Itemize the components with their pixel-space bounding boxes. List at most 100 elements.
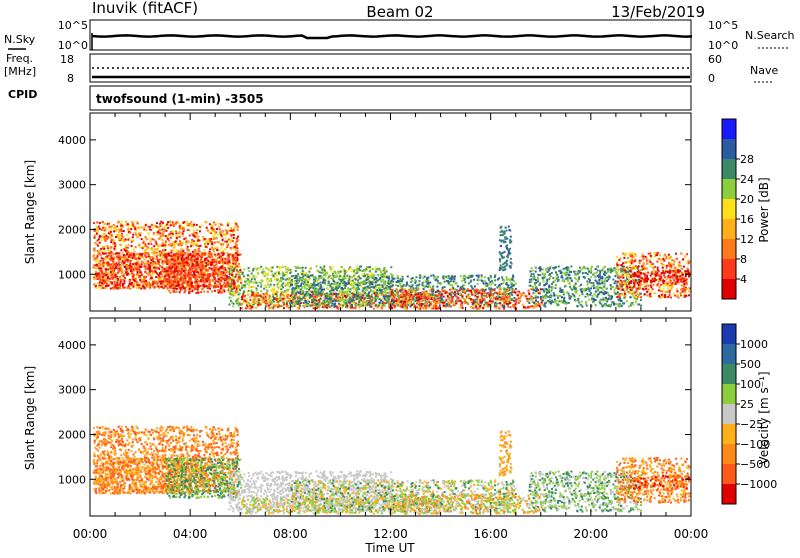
power-cell (101, 239, 103, 241)
power-cell (114, 257, 116, 259)
power-cell (156, 263, 158, 265)
power-cell (368, 292, 370, 294)
power-cell (198, 239, 200, 241)
power-cell (226, 246, 228, 248)
power-cell (418, 280, 420, 282)
power-cell (114, 284, 116, 286)
power-cell (148, 243, 150, 245)
power-cell (269, 295, 271, 297)
power-cell (150, 285, 152, 287)
power-cell (202, 236, 204, 238)
power-cell (165, 286, 167, 288)
power-cell (102, 229, 104, 231)
power-cell (379, 302, 381, 304)
power-cell (375, 285, 377, 287)
power-cell (339, 305, 341, 307)
power-cell (119, 276, 121, 278)
power-cell (99, 253, 101, 255)
power-cell (196, 269, 198, 271)
power-cell (358, 301, 360, 303)
cpid-value: twofsound (1-min) -3505 (96, 92, 264, 106)
power-cell (123, 282, 125, 284)
power-cell (224, 278, 226, 280)
power-cell (375, 271, 377, 273)
power-cell (147, 268, 149, 270)
power-cell (411, 280, 413, 282)
power-cell (95, 287, 97, 289)
power-cell (399, 278, 401, 280)
power-cell (256, 295, 258, 297)
power-cell (235, 300, 237, 302)
power-cell (99, 281, 101, 283)
power-cell (315, 304, 317, 306)
power-cell (161, 286, 163, 288)
power-cell (214, 287, 216, 289)
power-cell (281, 266, 283, 268)
power-cell (341, 294, 343, 296)
power-cell (171, 266, 173, 268)
power-cell (265, 305, 267, 307)
power-cell (388, 299, 390, 301)
power-cell (248, 284, 250, 286)
power-cell (315, 284, 317, 286)
power-cell (174, 282, 176, 284)
power-cell (156, 252, 158, 254)
power-cell (208, 231, 210, 233)
power-cell (208, 286, 210, 288)
power-cell (218, 254, 220, 256)
nsearch-tick-bottom: 10^0 (708, 39, 738, 52)
power-cell (148, 232, 150, 234)
power-cell (342, 304, 344, 306)
power-cell (204, 238, 206, 240)
power-cell (199, 230, 201, 232)
power-cell (168, 259, 170, 261)
power-cell (149, 271, 151, 273)
power-cell (268, 308, 270, 310)
power-cell (260, 290, 262, 292)
power-cell (181, 271, 183, 273)
power-cell (368, 297, 370, 299)
power-cell (414, 279, 416, 281)
power-cell (238, 266, 240, 268)
power-cell (304, 294, 306, 296)
power-cell (166, 261, 168, 263)
power-cell (477, 283, 479, 285)
power-cell (246, 291, 248, 293)
nsky-tick-bottom: 10^0 (58, 39, 88, 52)
power-cell (130, 228, 132, 230)
power-cell (111, 274, 113, 276)
power-cell (304, 287, 306, 289)
power-cell (365, 268, 367, 270)
power-cell (186, 259, 188, 261)
power-cell (273, 290, 275, 292)
power-cell (165, 256, 167, 258)
power-cell (228, 239, 230, 241)
power-cell (214, 242, 216, 244)
power-cell (214, 254, 216, 256)
power-cell (98, 226, 100, 228)
power-cell (221, 235, 223, 237)
power-cell (183, 252, 185, 254)
power-cell (353, 273, 355, 275)
power-cell (204, 258, 206, 260)
power-cell (145, 224, 147, 226)
power-cell (207, 259, 209, 261)
power-cell (108, 279, 110, 281)
power-cell (333, 283, 335, 285)
power-cell (344, 273, 346, 275)
power-cell (388, 278, 390, 280)
power-cell (223, 233, 225, 235)
power-cell (282, 298, 284, 300)
power-cell (163, 261, 165, 263)
power-cell (170, 224, 172, 226)
power-cell (203, 272, 205, 274)
power-cell (297, 281, 299, 283)
power-cell (193, 265, 195, 267)
power-cell (233, 229, 235, 231)
power-cell (233, 234, 235, 236)
power-cell (131, 252, 133, 254)
power-cell (259, 268, 261, 270)
power-cell (218, 241, 220, 243)
power-cell (144, 271, 146, 273)
